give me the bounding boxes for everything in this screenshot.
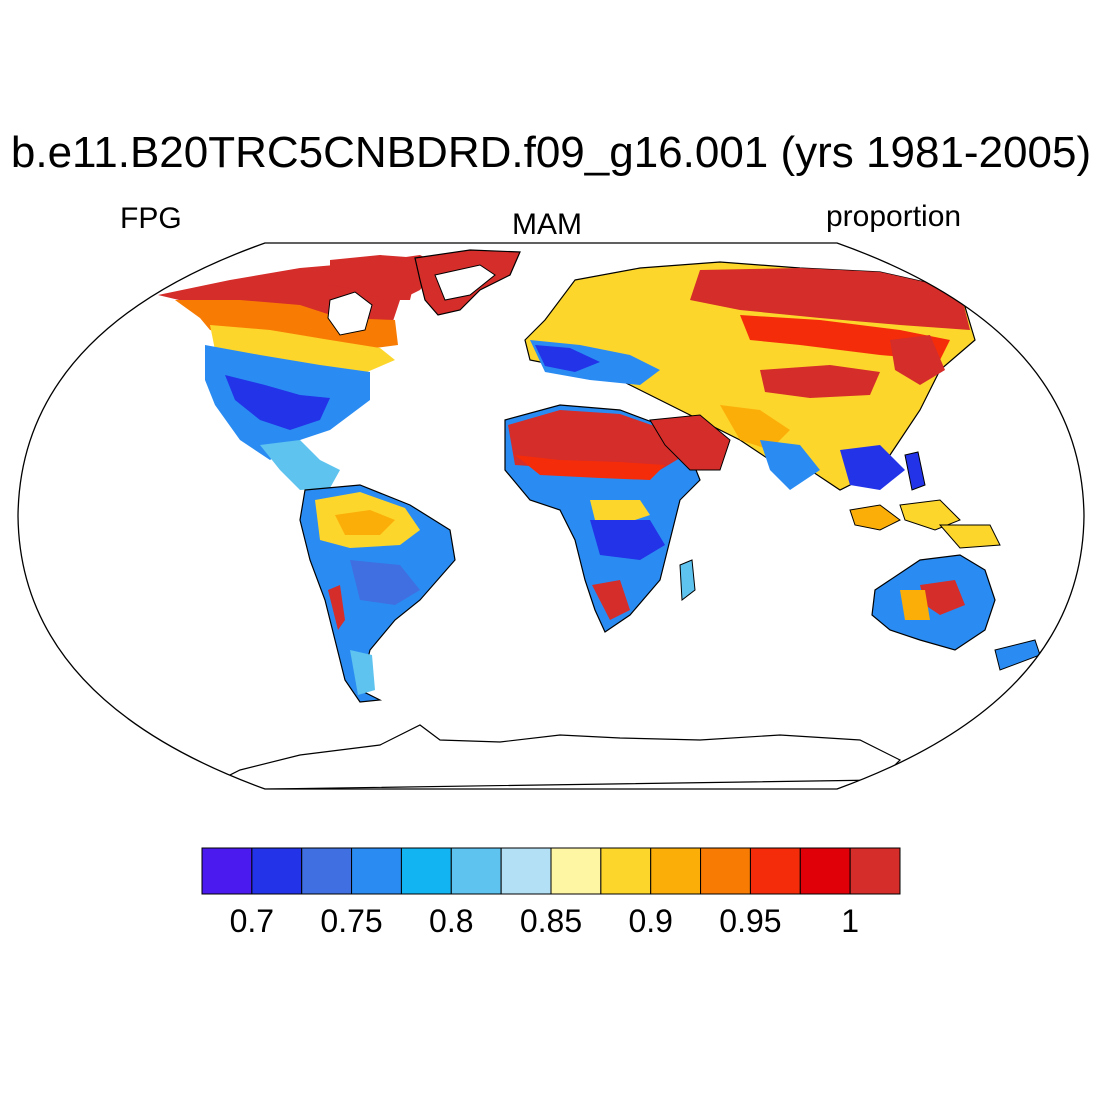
variable-label: FPG <box>120 202 182 235</box>
antarctica-outline <box>199 724 902 789</box>
colorbar-swatch <box>700 847 751 895</box>
colorbar-tick-label: 0.9 <box>628 903 673 939</box>
plot-title: b.e11.B20TRC5CNBDRD.f09_g16.001 (yrs 198… <box>10 128 1092 177</box>
south-america-landmass <box>299 484 456 703</box>
globe-outline <box>17 242 1085 790</box>
colorbar-swatch <box>251 847 303 895</box>
north-america-landmass <box>158 249 521 490</box>
colorbar-swatch <box>600 847 652 895</box>
colorbar-tick-label: 0.75 <box>320 903 383 939</box>
colorbar-swatch <box>849 847 901 895</box>
colorbar-swatch <box>500 847 552 895</box>
colorbar-swatch <box>450 847 502 895</box>
colorbar-tick-label: 0.85 <box>519 903 583 939</box>
colorbar-swatch <box>550 847 602 895</box>
colorbar-tick-label: 0.8 <box>429 903 474 939</box>
colorbar-swatch <box>201 847 253 895</box>
southeast-asia-islands <box>849 451 1001 549</box>
colorbar-swatch <box>749 847 801 895</box>
units-label: proportion <box>826 200 962 233</box>
eurasia-landmass <box>524 261 976 491</box>
colorbar <box>201 847 901 895</box>
colorbar-swatch <box>799 847 851 895</box>
colorbar-swatch <box>301 847 353 895</box>
colorbar-swatch <box>400 847 452 895</box>
season-label: MAM <box>512 208 582 241</box>
australia-landmass <box>871 554 1041 671</box>
colorbar-swatch <box>351 847 402 895</box>
colorbar-tick-label: 1 <box>841 903 860 939</box>
africa-landmass <box>504 404 701 633</box>
colorbar-tick-label: 0.7 <box>229 903 275 939</box>
colorbar-tick-label: 0.95 <box>719 903 782 939</box>
colorbar-swatch <box>650 847 702 895</box>
